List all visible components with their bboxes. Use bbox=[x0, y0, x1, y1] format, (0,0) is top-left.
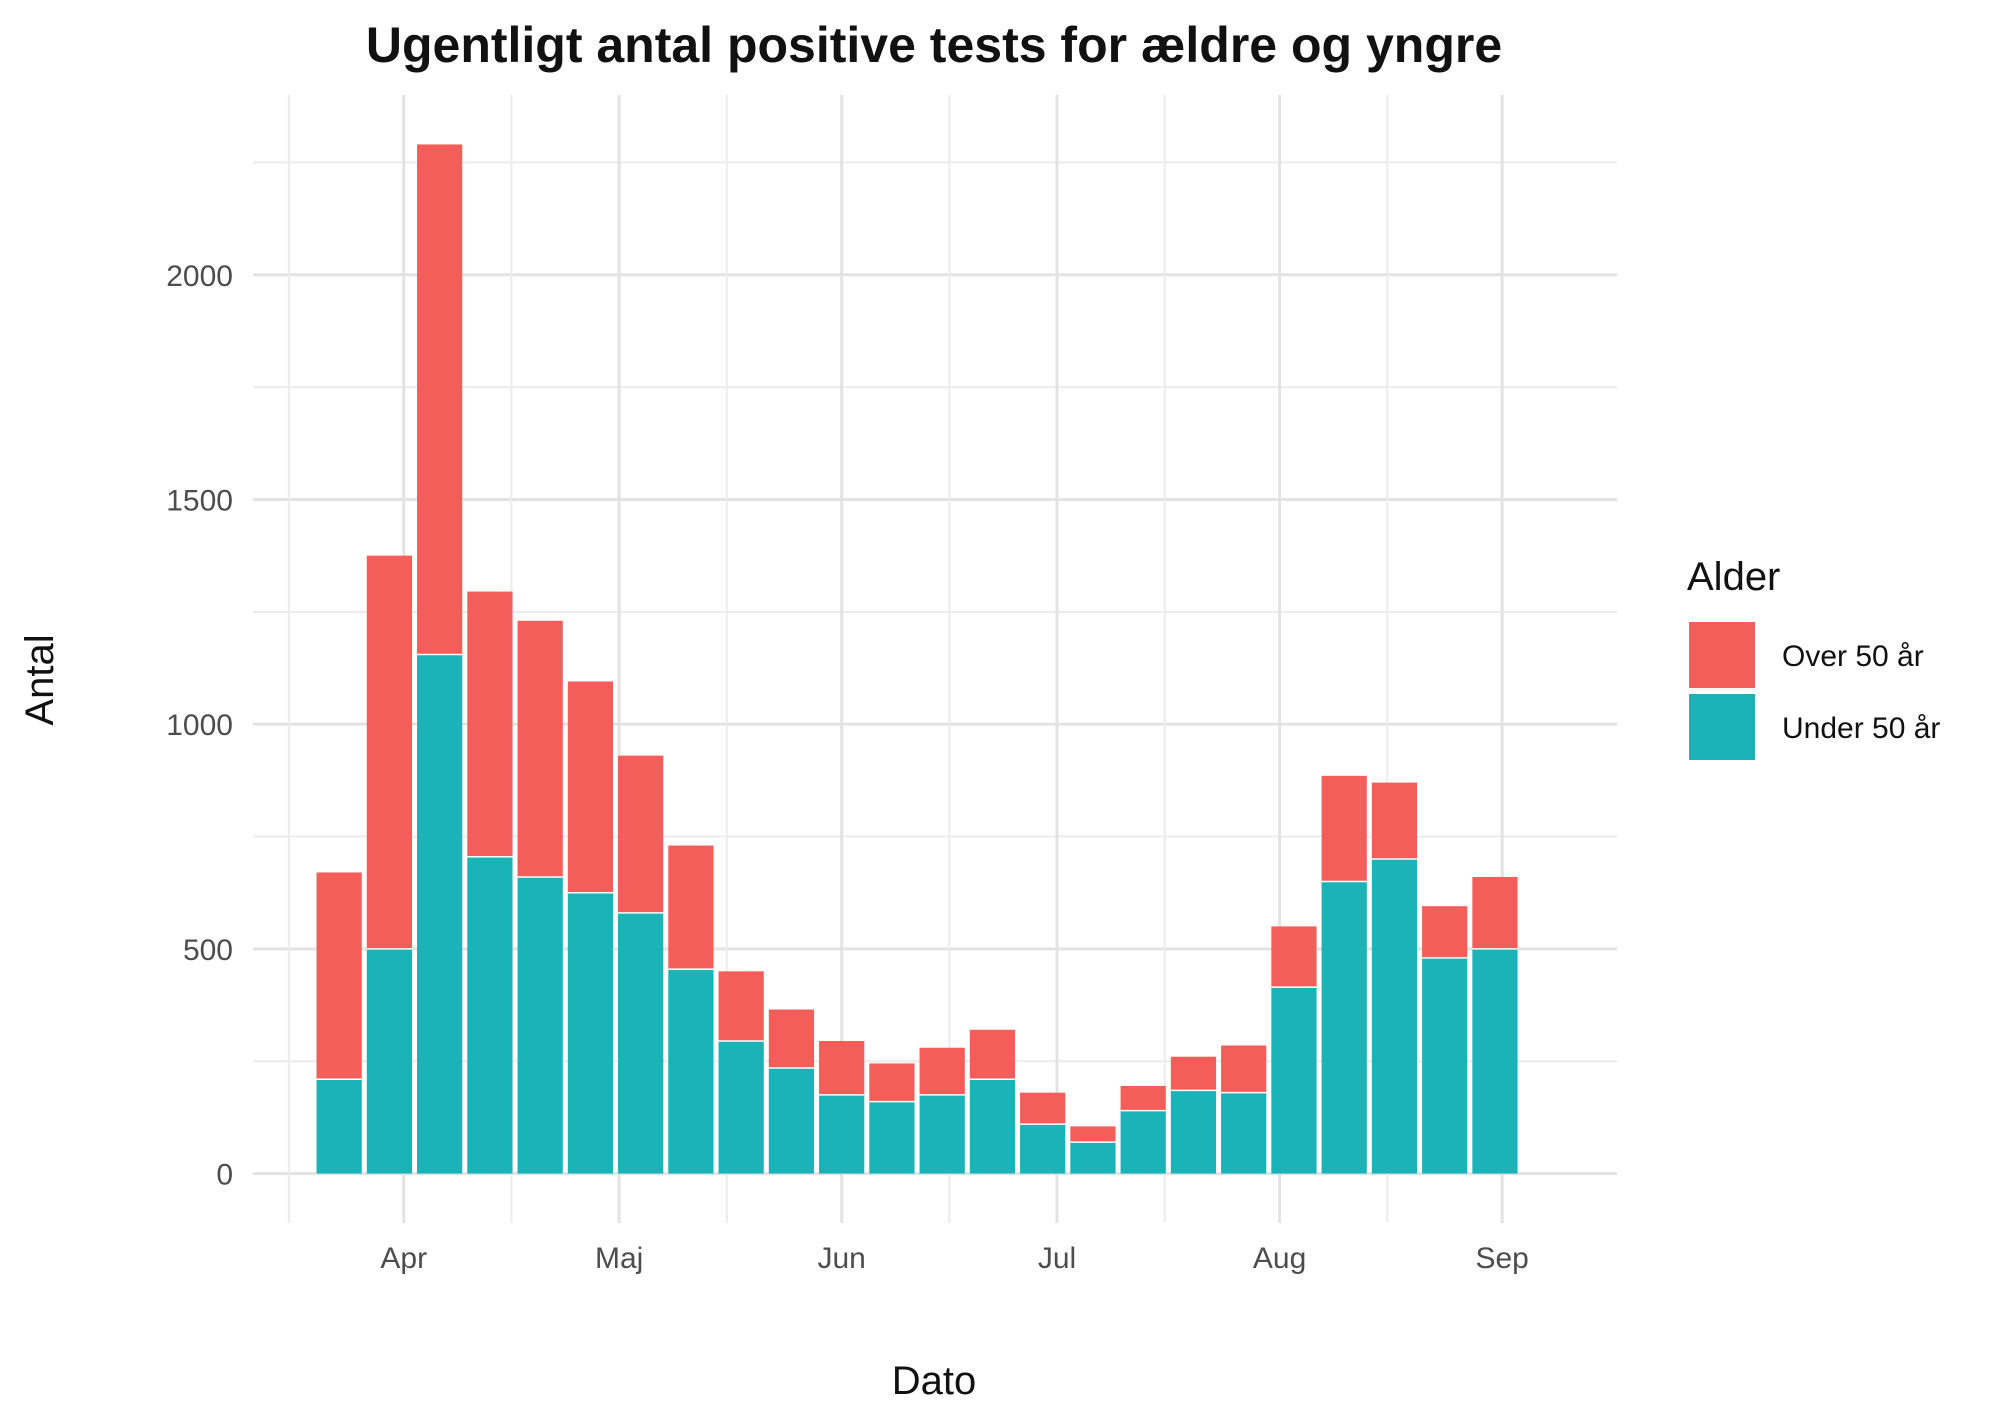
bar-over-50 bbox=[1221, 1045, 1267, 1093]
bar-over-50 bbox=[1120, 1085, 1166, 1111]
bar-under-50 bbox=[819, 1094, 865, 1174]
bar-over-50 bbox=[919, 1047, 965, 1095]
bar-under-50 bbox=[768, 1067, 815, 1174]
bar-over-50 bbox=[517, 620, 563, 877]
bar-over-50 bbox=[1070, 1126, 1116, 1143]
x-tick-label: Jul bbox=[1038, 1242, 1076, 1275]
y-tick-label: 0 bbox=[216, 1159, 233, 1192]
bar-over-50 bbox=[718, 971, 764, 1041]
legend-label-over-50: Over 50 år bbox=[1782, 640, 1924, 673]
bar-over-50 bbox=[1422, 906, 1468, 958]
y-tick-label: 1500 bbox=[166, 484, 233, 517]
bar-under-50 bbox=[1472, 948, 1518, 1174]
bar-under-50 bbox=[1120, 1110, 1166, 1174]
y-tick-label: 1000 bbox=[166, 709, 233, 742]
legend-swatch-under-50 bbox=[1689, 694, 1755, 760]
bar-over-50 bbox=[869, 1063, 915, 1102]
bar-over-50 bbox=[618, 755, 664, 913]
legend-title: Alder bbox=[1687, 555, 1780, 599]
bar-under-50 bbox=[1170, 1090, 1217, 1174]
bars bbox=[316, 144, 1518, 1174]
chart-title: Ugentligt antal positive tests for ældre… bbox=[366, 17, 1502, 73]
bar-over-50 bbox=[668, 845, 714, 970]
x-tick-label: Maj bbox=[595, 1242, 643, 1275]
bar-over-50 bbox=[768, 1009, 815, 1068]
bar-under-50 bbox=[1321, 881, 1367, 1174]
bar-over-50 bbox=[1472, 876, 1518, 949]
x-axis-title: Dato bbox=[892, 1359, 977, 1403]
bar-over-50 bbox=[567, 681, 614, 893]
bar-over-50 bbox=[417, 144, 463, 655]
bar-over-50 bbox=[366, 555, 413, 949]
x-tick-label: Jun bbox=[817, 1242, 865, 1275]
bar-under-50 bbox=[969, 1079, 1016, 1174]
bar-under-50 bbox=[1271, 987, 1317, 1174]
bar-over-50 bbox=[1170, 1056, 1217, 1091]
bar-over-50 bbox=[819, 1040, 865, 1095]
y-axis-title: Antal bbox=[18, 634, 62, 725]
bar-under-50 bbox=[567, 892, 614, 1174]
bar-over-50 bbox=[969, 1029, 1016, 1080]
bar-under-50 bbox=[1020, 1124, 1066, 1174]
bar-over-50 bbox=[1020, 1092, 1066, 1125]
x-tick-label: Sep bbox=[1475, 1242, 1528, 1275]
bar-under-50 bbox=[718, 1040, 764, 1174]
legend: Alder Over 50 år Under 50 år bbox=[1687, 555, 1940, 760]
bar-over-50 bbox=[316, 872, 362, 1080]
bar-over-50 bbox=[467, 591, 513, 857]
bar-over-50 bbox=[1371, 782, 1418, 859]
legend-swatch-over-50 bbox=[1689, 622, 1755, 688]
x-tick-label: Apr bbox=[380, 1242, 427, 1275]
bar-under-50 bbox=[366, 948, 413, 1174]
y-tick-label: 2000 bbox=[166, 260, 233, 293]
bar-over-50 bbox=[1321, 775, 1367, 882]
bar-under-50 bbox=[1422, 957, 1468, 1174]
bar-under-50 bbox=[417, 654, 463, 1174]
bar-under-50 bbox=[1070, 1142, 1116, 1174]
y-tick-label: 500 bbox=[183, 934, 233, 967]
bar-under-50 bbox=[869, 1101, 915, 1174]
bar-under-50 bbox=[1371, 858, 1418, 1174]
bar-under-50 bbox=[919, 1094, 965, 1174]
bar-under-50 bbox=[668, 969, 714, 1174]
x-tick-label: Aug bbox=[1253, 1242, 1306, 1275]
bar-under-50 bbox=[316, 1079, 362, 1174]
bar-under-50 bbox=[618, 912, 664, 1174]
bar-under-50 bbox=[1221, 1092, 1267, 1174]
legend-label-under-50: Under 50 år bbox=[1782, 712, 1940, 745]
bar-under-50 bbox=[517, 876, 563, 1174]
bar-over-50 bbox=[1271, 926, 1317, 988]
bar-under-50 bbox=[467, 856, 513, 1174]
tick-labels: 0 500 1000 1500 2000 Apr Maj Jun Jul Aug Sep bbox=[166, 260, 1529, 1275]
